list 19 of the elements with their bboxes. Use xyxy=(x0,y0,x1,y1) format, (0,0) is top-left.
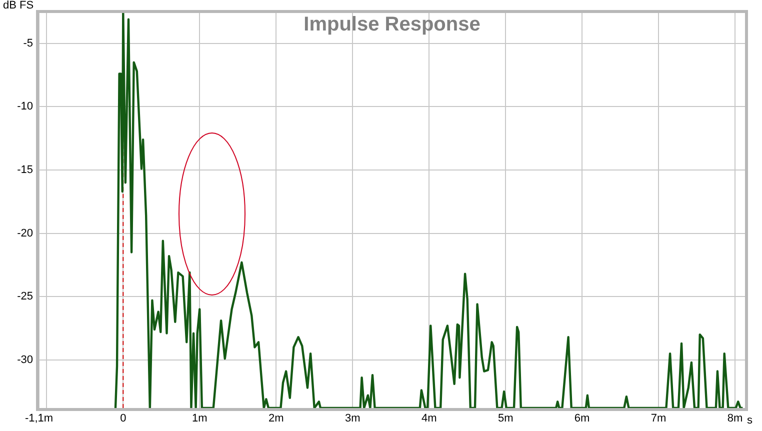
x-tick-label: 5m xyxy=(498,412,514,425)
x-tick-label: 3m xyxy=(344,412,360,425)
y-tick-label: -20 xyxy=(17,227,33,240)
x-tick-label: 2m xyxy=(268,412,284,425)
x-tick-label: 1m xyxy=(192,412,208,425)
x-tick-label: -1,1m xyxy=(24,412,54,425)
y-axis-title: dB FS xyxy=(3,0,34,12)
x-axis-title: s xyxy=(747,414,753,427)
y-tick-label: -30 xyxy=(17,354,33,366)
y-tick-label: -10 xyxy=(17,100,33,113)
chart-title: Impulse Response xyxy=(304,14,480,36)
x-tick-label: 7m xyxy=(650,412,666,425)
y-tick-label: -25 xyxy=(17,290,33,303)
x-tick-label: 6m xyxy=(574,412,590,425)
x-tick-label: 4m xyxy=(421,412,437,425)
x-tick-label: 8m xyxy=(727,412,743,425)
y-tick-label: -5 xyxy=(23,37,33,50)
x-tick-label: 0 xyxy=(120,412,126,425)
y-tick-label: -15 xyxy=(17,164,33,176)
